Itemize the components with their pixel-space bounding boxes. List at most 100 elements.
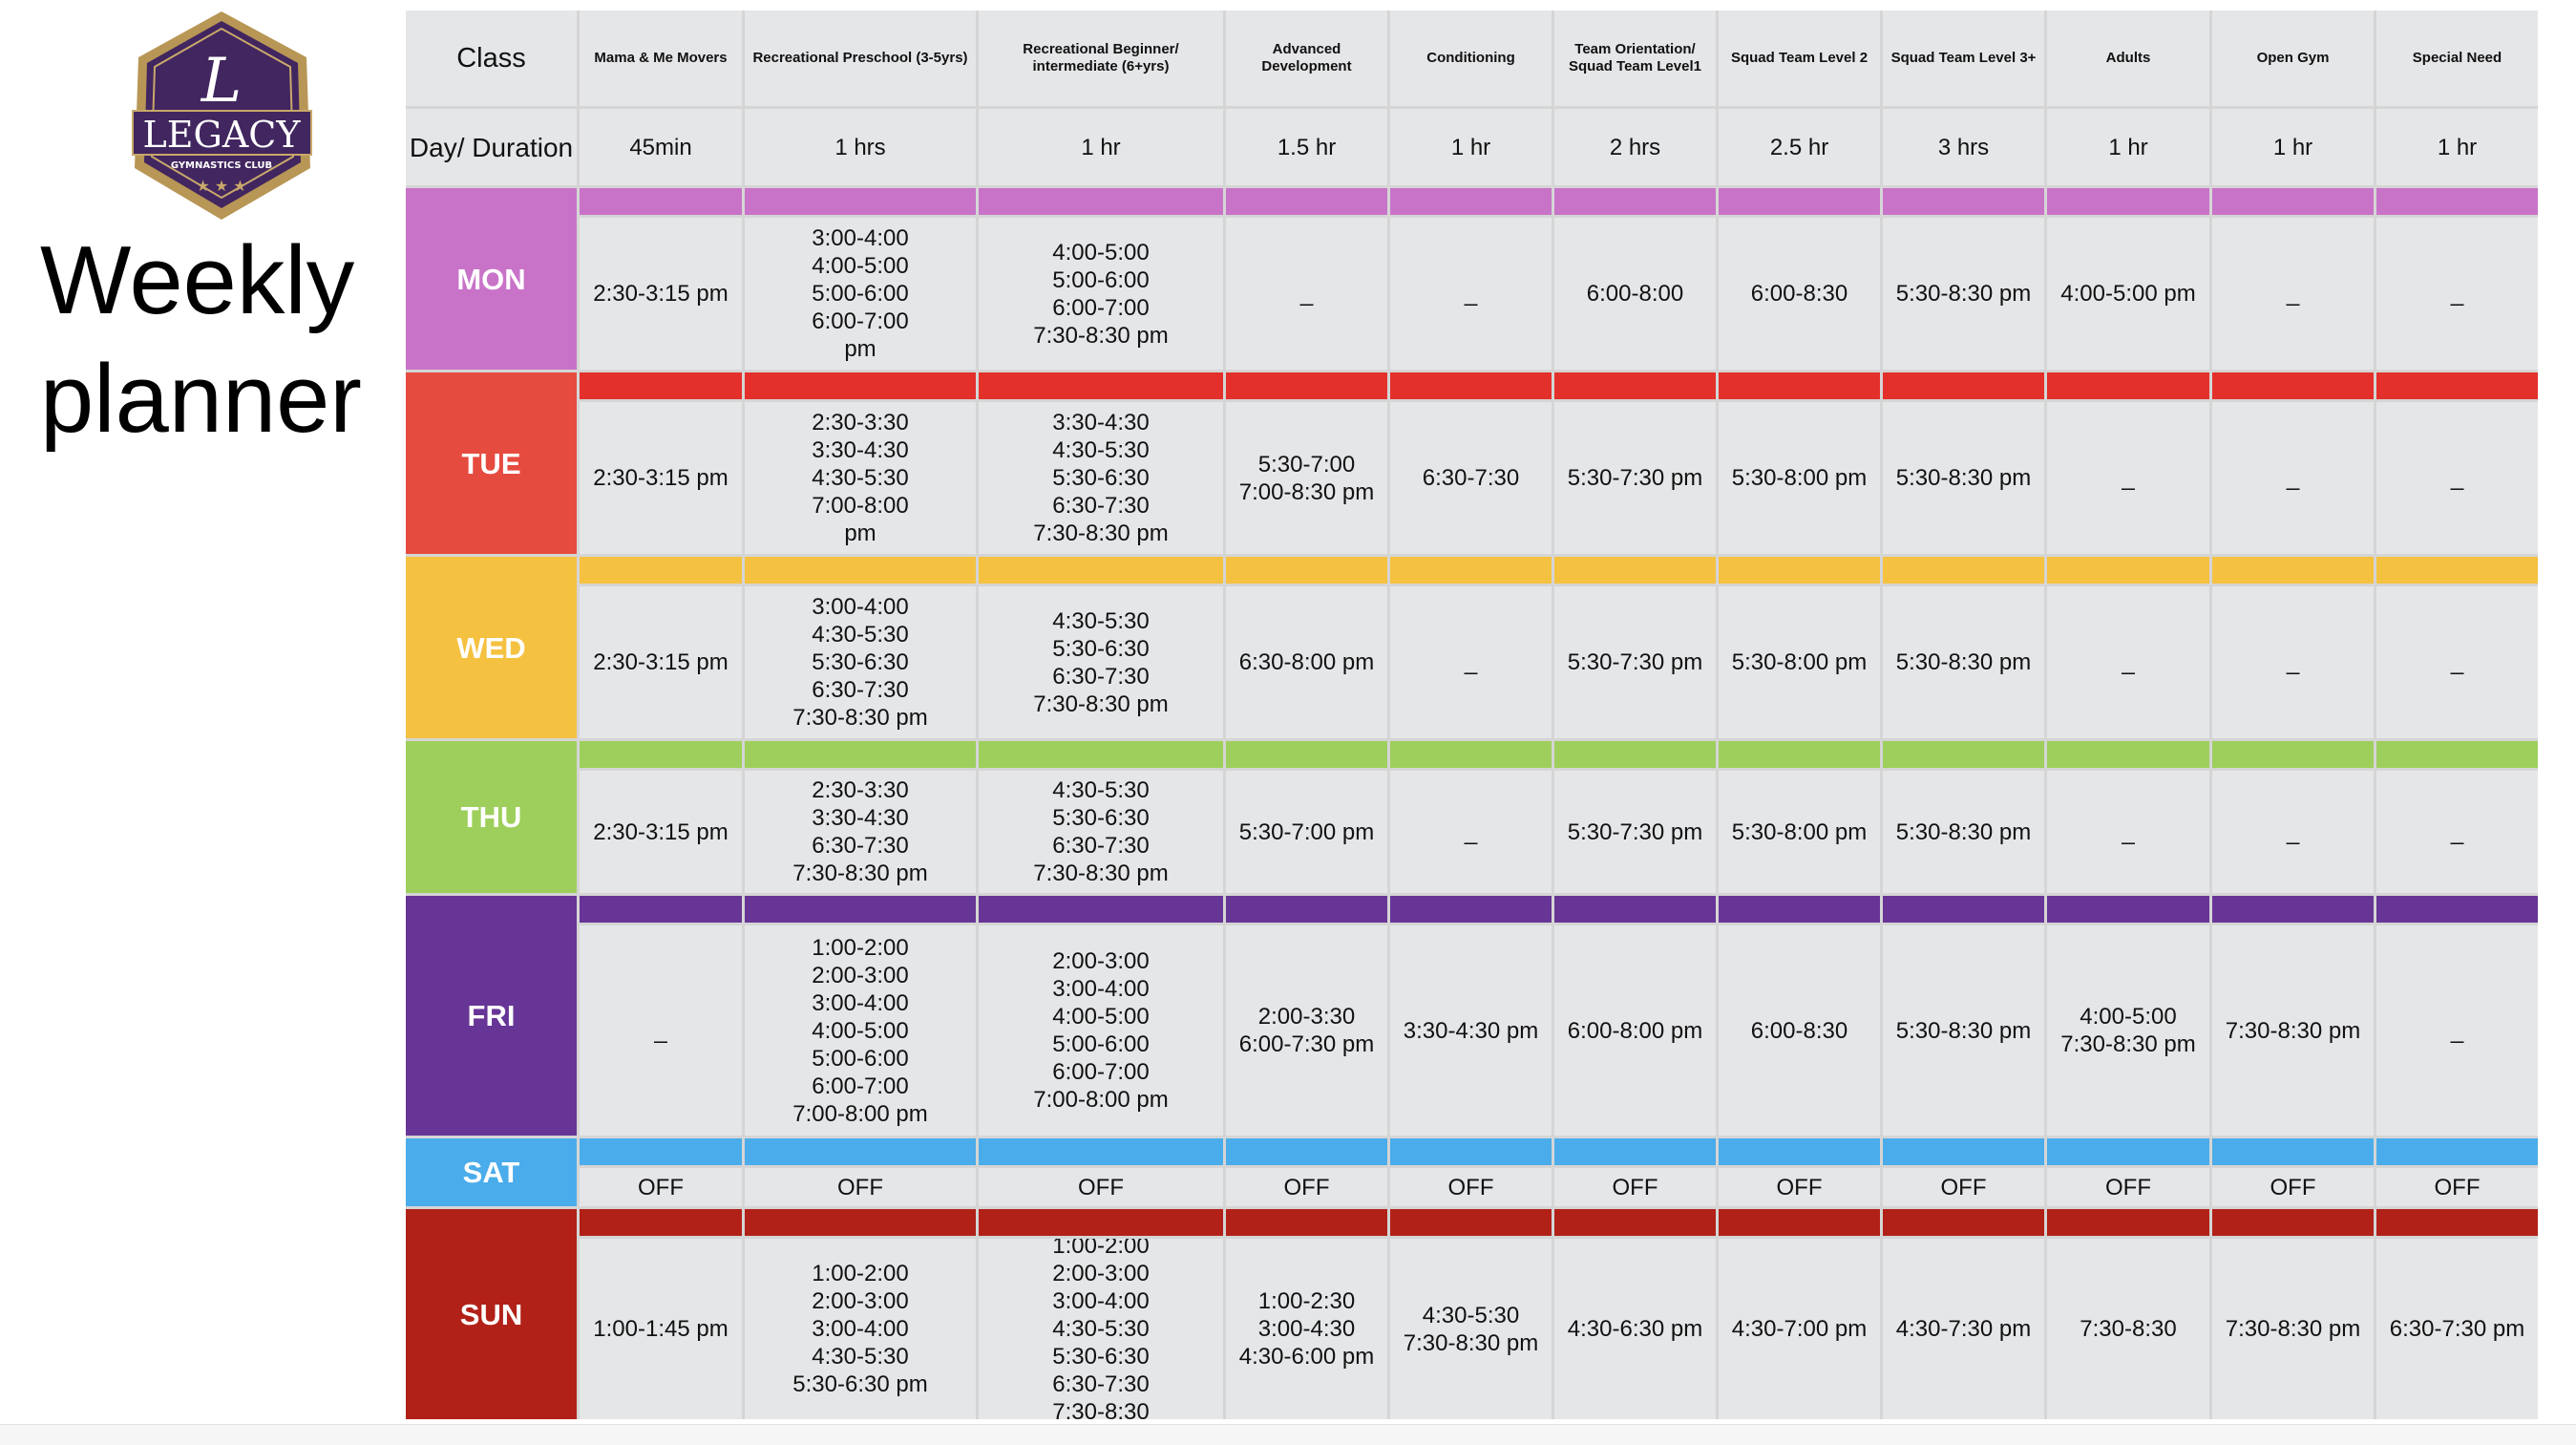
logo-badge-icon: L LEGACY GYMNASTICS CLUB ★ ★ ★ [132, 11, 312, 220]
header-class: Advanced Development [1226, 11, 1387, 106]
day-color-band [1883, 372, 2044, 399]
day-label-mon: MON [406, 188, 577, 370]
schedule-cell: 5:30-7:00 7:00-8:30 pm [1226, 402, 1387, 554]
day-color-band [1226, 188, 1387, 215]
day-label-wed: WED [406, 557, 577, 738]
schedule-cell: _ [2047, 402, 2209, 554]
day-color-band [1390, 896, 1552, 923]
day-color-band [580, 896, 742, 923]
day-color-band [1719, 557, 1880, 584]
day-color-band [580, 1209, 742, 1236]
schedule-cell: 5:30-7:30 pm [1554, 402, 1716, 554]
schedule-cell: 2:30-3:15 pm [580, 586, 742, 738]
day-label-tue: TUE [406, 372, 577, 554]
title-line-2: planner [40, 346, 362, 453]
day-color-band [2376, 1209, 2538, 1236]
day-color-band [745, 1138, 976, 1165]
day-color-band [2376, 1138, 2538, 1165]
day-color-band [1554, 372, 1716, 399]
day-color-band [1390, 372, 1552, 399]
day-color-band [580, 741, 742, 768]
day-color-band [1719, 896, 1880, 923]
schedule-cell: OFF [1554, 1168, 1716, 1206]
logo-name: LEGACY [143, 114, 302, 156]
day-color-band [2376, 557, 2538, 584]
schedule-cell: 1:00-2:00 2:00-3:00 3:00-4:00 4:00-5:00 … [745, 925, 976, 1136]
schedule-cell: _ [1390, 771, 1552, 893]
schedule-cell: OFF [2047, 1168, 2209, 1206]
header-class: Mama & Me Movers [580, 11, 742, 106]
schedule-cell: _ [2212, 218, 2374, 370]
day-color-band [979, 1209, 1223, 1236]
schedule-cell: 5:30-8:30 pm [1883, 771, 2044, 893]
schedule-cell: 5:30-7:30 pm [1554, 586, 1716, 738]
schedule-cell: OFF [1719, 1168, 1880, 1206]
schedule-cell: 6:30-8:00 pm [1226, 586, 1387, 738]
day-color-band [1883, 557, 2044, 584]
duration-cell: 1.5 hr [1226, 109, 1387, 185]
schedule-cell: 2:30-3:15 pm [580, 218, 742, 370]
day-label-sun: SUN [406, 1209, 577, 1419]
day-color-band [745, 896, 976, 923]
day-label-thu: THU [406, 741, 577, 893]
header-class: Adults [2047, 11, 2209, 106]
day-color-band [2212, 557, 2374, 584]
logo-subtitle: GYMNASTICS CLUB [171, 160, 272, 171]
page-title: Weekly planner [40, 222, 403, 458]
day-color-band [1554, 741, 1716, 768]
schedule-cell: 4:00-5:00 pm [2047, 218, 2209, 370]
schedule-cell: OFF [2376, 1168, 2538, 1206]
day-color-band [1883, 1209, 2044, 1236]
schedule-cell: 2:30-3:30 3:30-4:30 4:30-5:30 7:00-8:00 … [745, 402, 976, 554]
duration-cell: 1 hr [2047, 109, 2209, 185]
day-color-band [2376, 188, 2538, 215]
schedule-cell: 6:00-8:00 pm [1554, 925, 1716, 1136]
day-color-band [2047, 188, 2209, 215]
day-color-band [1883, 1138, 2044, 1165]
schedule-cell: 3:30-4:30 4:30-5:30 5:30-6:30 6:30-7:30 … [979, 402, 1223, 554]
day-color-band [2047, 1209, 2209, 1236]
day-label-sat: SAT [406, 1138, 577, 1206]
schedule-cell: _ [1390, 218, 1552, 370]
day-color-band [2212, 1209, 2374, 1236]
schedule-table: Class Mama & Me Movers Recreational Pres… [406, 11, 2538, 1419]
day-color-band [1554, 188, 1716, 215]
schedule-cell: 4:30-7:00 pm [1719, 1239, 1880, 1419]
schedule-cell: 1:00-2:30 3:00-4:30 4:30-6:00 pm [1226, 1239, 1387, 1419]
day-color-band [1554, 557, 1716, 584]
schedule-cell: OFF [2212, 1168, 2374, 1206]
schedule-cell: 2:30-3:30 3:30-4:30 6:30-7:30 7:30-8:30 … [745, 771, 976, 893]
schedule-cell: _ [2212, 586, 2374, 738]
schedule-cell: 6:00-8:00 [1554, 218, 1716, 370]
day-color-band [2376, 896, 2538, 923]
day-color-band [1719, 372, 1880, 399]
schedule-cell: _ [2376, 218, 2538, 370]
day-color-band [1554, 896, 1716, 923]
header-class: Squad Team Level 3+ [1883, 11, 2044, 106]
schedule-cell: OFF [1226, 1168, 1387, 1206]
schedule-cell: 2:30-3:15 pm [580, 402, 742, 554]
schedule-cell: 5:30-8:30 pm [1883, 925, 2044, 1136]
schedule-cell: 7:30-8:30 pm [2212, 1239, 2374, 1419]
schedule-cell: 6:00-8:30 [1719, 925, 1880, 1136]
header-class: Open Gym [2212, 11, 2374, 106]
schedule-cell: 5:30-8:00 pm [1719, 402, 1880, 554]
day-color-band [745, 372, 976, 399]
schedule-cell: _ [580, 925, 742, 1136]
day-color-band [1390, 1209, 1552, 1236]
day-color-band [1390, 1138, 1552, 1165]
schedule-cell: _ [2376, 586, 2538, 738]
schedule-cell: 3:00-4:00 4:30-5:30 5:30-6:30 6:30-7:30 … [745, 586, 976, 738]
schedule-cell: 4:30-7:30 pm [1883, 1239, 2044, 1419]
schedule-cell: OFF [1883, 1168, 2044, 1206]
day-color-band [1883, 741, 2044, 768]
schedule-cell: 1:00-1:45 pm [580, 1239, 742, 1419]
header-class: Recreational Beginner/ intermediate (6+y… [979, 11, 1223, 106]
day-color-band [580, 372, 742, 399]
schedule-cell: 5:30-7:00 pm [1226, 771, 1387, 893]
day-color-band [2047, 896, 2209, 923]
schedule-cell: 2:00-3:30 6:00-7:30 pm [1226, 925, 1387, 1136]
day-color-band [979, 741, 1223, 768]
schedule-cell: 5:30-8:30 pm [1883, 402, 2044, 554]
day-color-band [1719, 188, 1880, 215]
